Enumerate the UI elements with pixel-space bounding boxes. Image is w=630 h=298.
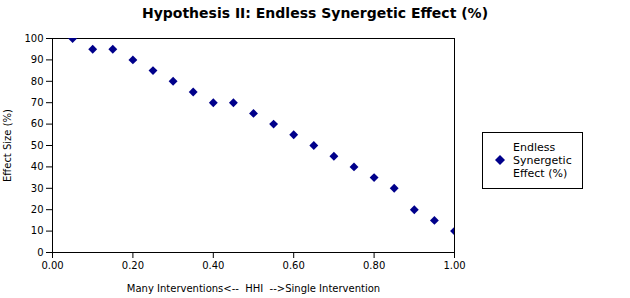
svg-text:30: 30 bbox=[31, 183, 44, 194]
svg-text:0: 0 bbox=[37, 247, 43, 258]
svg-text:0.60: 0.60 bbox=[283, 260, 305, 271]
svg-text:0.40: 0.40 bbox=[202, 260, 224, 271]
svg-text:Many Interventions<-- HHI --: Many Interventions<-- HHI -->Single Inte… bbox=[127, 283, 380, 294]
html-text:Endless Synergetic Effect (%): Endless Synergetic Effect (%) bbox=[513, 140, 572, 180]
svg-text:0.80: 0.80 bbox=[363, 260, 385, 271]
svg-text:80: 80 bbox=[31, 76, 44, 87]
svg-text:60: 60 bbox=[31, 118, 44, 129]
svg-text:10: 10 bbox=[31, 225, 44, 236]
svg-text:1.00: 1.00 bbox=[443, 260, 465, 271]
svg-text:40: 40 bbox=[31, 161, 44, 172]
svg-text:20: 20 bbox=[31, 204, 44, 215]
svg-text:Effect Size (%): Effect Size (%) bbox=[2, 109, 13, 182]
svg-text:0.20: 0.20 bbox=[122, 260, 144, 271]
svg-text:70: 70 bbox=[31, 97, 44, 108]
svg-text:0.00: 0.00 bbox=[41, 260, 63, 271]
svg-text:100: 100 bbox=[24, 33, 43, 44]
svg-text:90: 90 bbox=[31, 54, 44, 65]
html-text:Hypothesis II: Endless Synerge: Hypothesis II: Endless Synergetic Effect… bbox=[141, 5, 488, 21]
svg-text:50: 50 bbox=[31, 140, 44, 151]
